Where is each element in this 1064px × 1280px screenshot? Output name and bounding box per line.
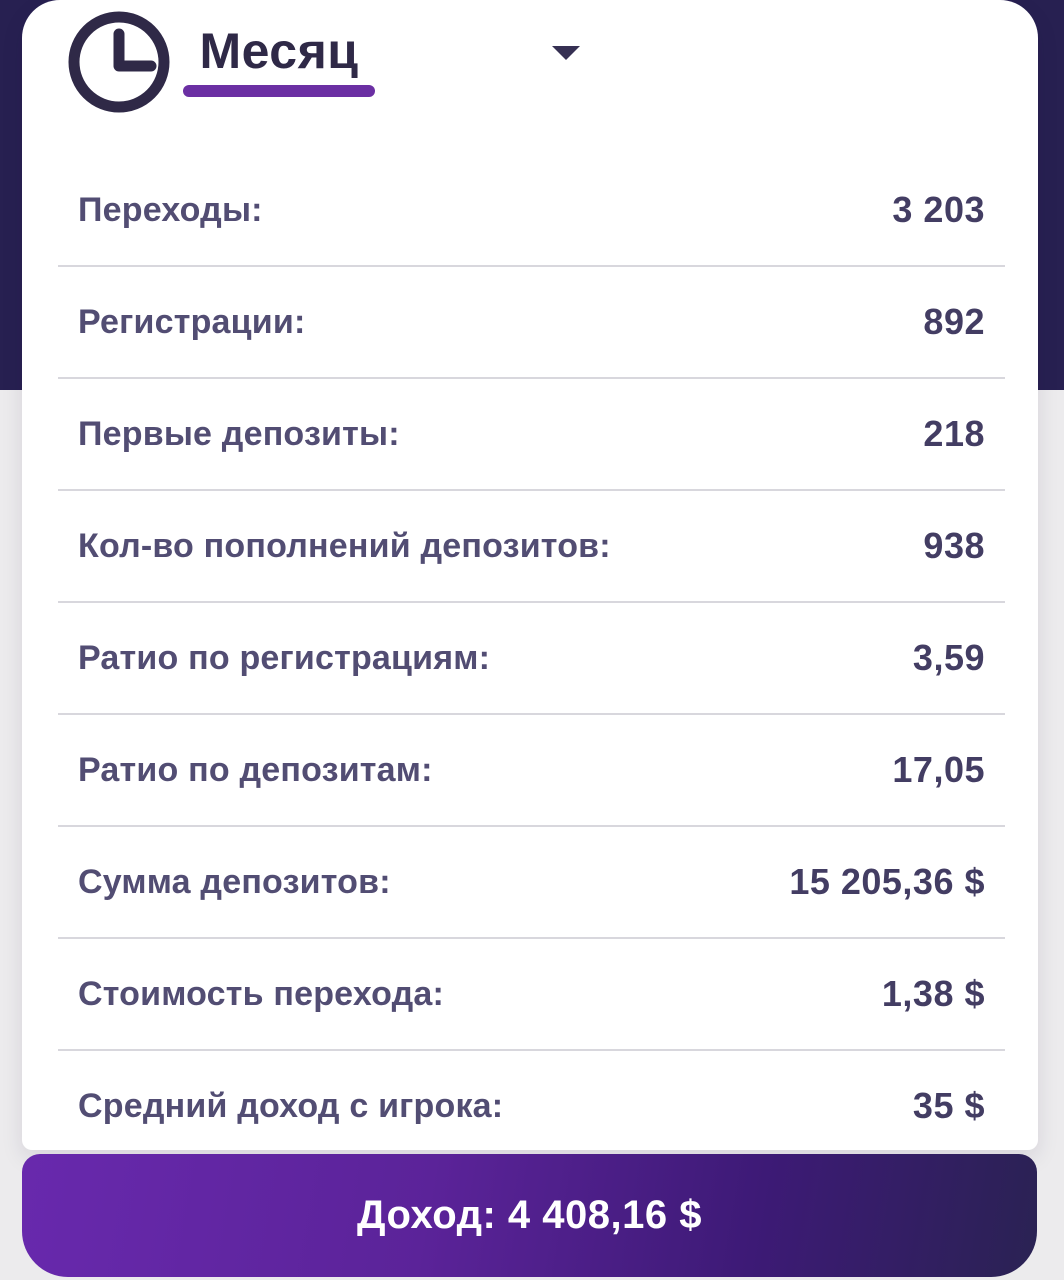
stat-label: Кол-во пополнений депозитов: [78,526,611,565]
stat-row-registrations: Регистрации: 892 [58,267,1005,379]
stat-label: Сумма депозитов: [78,862,391,901]
stat-label: Регистрации: [78,302,306,341]
period-dropdown[interactable]: Месяц [22,0,1038,155]
stat-row-clicks: Переходы: 3 203 [58,155,1005,267]
period-label: Месяц [199,23,359,79]
stat-value: 1,38 $ [881,973,985,1014]
stats-card: Месяц Переходы: 3 203 Регистрации: 892 П… [22,0,1038,1150]
period-title-wrap: Месяц [183,10,375,97]
stat-label: Ратио по депозитам: [78,750,433,789]
stat-label: Переходы: [78,190,263,229]
title-underline [183,85,375,97]
stats-list: Переходы: 3 203 Регистрации: 892 Первые … [58,155,1005,1161]
stat-value: 15 205,36 $ [789,861,985,902]
stat-row-click-cost: Стоимость перехода: 1,38 $ [58,939,1005,1051]
stat-label: Первые депозиты: [78,414,400,453]
stat-row-deposit-topups: Кол-во пополнений депозитов: 938 [58,491,1005,603]
clock-icon [68,11,170,113]
stat-value: 3 203 [892,189,985,230]
stat-value: 892 [923,301,985,342]
income-bar: Доход: 4 408,16 $ [22,1154,1037,1277]
stat-label: Стоимость перехода: [78,974,445,1013]
stat-value: 35 $ [912,1085,985,1126]
stat-row-ratio-deposits: Ратио по депозитам: 17,05 [58,715,1005,827]
stat-row-deposits-sum: Сумма депозитов: 15 205,36 $ [58,827,1005,939]
stat-row-avg-player-income: Средний доход с игрока: 35 $ [58,1051,1005,1161]
stat-label: Ратио по регистрациям: [78,638,491,677]
stat-row-first-deposits: Первые депозиты: 218 [58,379,1005,491]
stat-value: 3,59 [912,637,985,678]
stat-row-ratio-registrations: Ратио по регистрациям: 3,59 [58,603,1005,715]
chevron-down-icon[interactable] [552,46,580,60]
stat-value: 218 [923,413,985,454]
income-text: Доход: 4 408,16 $ [357,1193,702,1237]
stat-value: 17,05 [892,749,985,790]
stat-value: 938 [923,525,985,566]
stat-label: Средний доход с игрока: [78,1086,504,1125]
